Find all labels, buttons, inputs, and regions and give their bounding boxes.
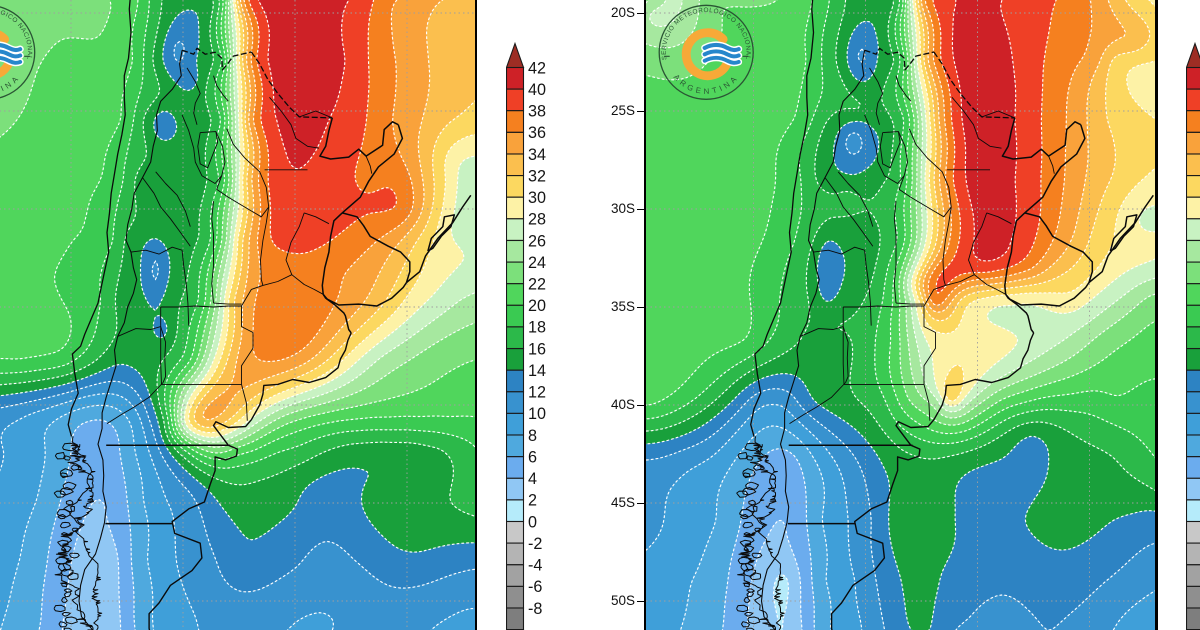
svg-text:24: 24 — [528, 254, 546, 272]
svg-text:0: 0 — [528, 513, 537, 531]
svg-text:8: 8 — [528, 427, 537, 445]
svg-text:28: 28 — [528, 211, 546, 229]
svg-text:32: 32 — [528, 167, 546, 185]
svg-text:26: 26 — [528, 232, 546, 250]
svg-text:-8: -8 — [528, 600, 542, 618]
svg-text:-2: -2 — [528, 535, 542, 553]
svg-text:34: 34 — [528, 146, 546, 164]
svg-text:30: 30 — [528, 189, 546, 207]
svg-text:4: 4 — [528, 470, 537, 488]
svg-text:2: 2 — [528, 492, 537, 510]
svg-text:10: 10 — [528, 405, 546, 423]
svg-text:16: 16 — [528, 340, 546, 358]
svg-text:14: 14 — [528, 362, 546, 380]
svg-text:6: 6 — [528, 449, 537, 467]
svg-text:36: 36 — [528, 124, 546, 142]
svg-text:20: 20 — [528, 297, 546, 315]
svg-text:12: 12 — [528, 384, 546, 402]
svg-text:22: 22 — [528, 276, 546, 294]
svg-text:38: 38 — [528, 103, 546, 121]
svg-text:18: 18 — [528, 319, 546, 337]
svg-text:42: 42 — [528, 59, 546, 77]
svg-text:-4: -4 — [528, 557, 542, 575]
svg-text:40: 40 — [528, 81, 546, 99]
svg-text:-6: -6 — [528, 578, 542, 596]
